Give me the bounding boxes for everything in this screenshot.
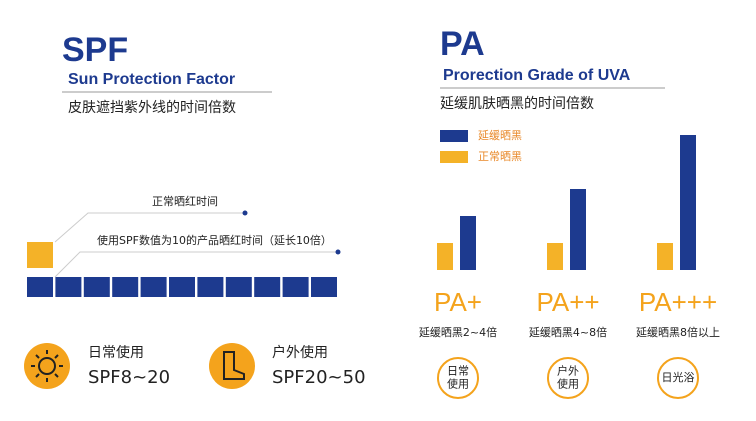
use-label: 户外使用 (272, 344, 328, 361)
blue-square (55, 277, 82, 297)
pointer (54, 251, 338, 278)
note-spf: 使用SPF数值为10的产品晒红时间（延长10倍） (97, 233, 332, 247)
grade-note: 延缓晒黑4~8倍 (529, 325, 607, 339)
use-circle (437, 357, 479, 399)
boot (223, 351, 245, 380)
blue-square (311, 277, 337, 297)
bar-normal (437, 243, 453, 270)
pa-grades: PA+延缓晒黑2~4倍日常使用PA++延缓晒黑4~8倍户外使用PA+++延缓晒黑… (419, 135, 720, 399)
bar-delayed (460, 216, 476, 270)
legend-label: 延缓晒黑 (478, 129, 522, 142)
use-text: 使用 (557, 378, 579, 391)
pa-title: PA (440, 25, 485, 63)
normal-square (27, 242, 53, 268)
spf-title: SPF (62, 31, 128, 69)
grade-label: PA+++ (639, 287, 717, 317)
blue-square (83, 277, 110, 297)
blue-square (140, 277, 167, 297)
note-normal: 正常晒红时间 (152, 195, 218, 208)
legend-swatch (440, 151, 468, 163)
grade-label: PA++ (536, 287, 599, 317)
legend-swatch (440, 130, 468, 142)
grade-note: 延缓晒黑8倍以上 (636, 325, 720, 339)
blue-square (112, 277, 139, 297)
blue-square (282, 277, 309, 297)
use-label: 日常使用 (88, 344, 144, 361)
use-text: 户外 (557, 364, 579, 378)
spf-description: 皮肤遮挡紫外线的时间倍数 (68, 100, 236, 116)
legend-label: 正常晒黑 (478, 150, 522, 163)
blue-square (169, 277, 195, 297)
bar-delayed (680, 135, 696, 270)
sun-icon (24, 343, 70, 389)
sun-rays (31, 350, 63, 382)
use-circle (547, 357, 589, 399)
bar-delayed (570, 189, 586, 270)
grade-note: 延缓晒黑2~4倍 (419, 325, 497, 339)
dot (242, 210, 248, 216)
pa-description: 延缓肌肤晒黑的时间倍数 (440, 96, 594, 112)
use-range: SPF20~50 (272, 367, 366, 388)
blue-square (254, 277, 281, 297)
sun-core (38, 357, 56, 375)
blue-square (225, 277, 252, 297)
bar-normal (657, 243, 673, 270)
use-range: SPF8~20 (88, 367, 170, 388)
use-circle (657, 357, 699, 399)
blue-square (197, 277, 224, 297)
use-text: 日光浴 (662, 370, 695, 384)
boot-icon (209, 343, 255, 389)
pointer (54, 212, 245, 243)
use-text: 日常 (447, 365, 469, 378)
pa-subtitle: Prorection Grade of UVA (443, 67, 631, 84)
spf-squares (27, 277, 337, 297)
blue-square (27, 277, 53, 297)
spf-subtitle: Sun Protection Factor (68, 71, 235, 88)
bar-normal (547, 243, 563, 270)
use-text: 使用 (447, 378, 469, 391)
grade-label: PA+ (434, 287, 482, 317)
dot (335, 249, 341, 255)
